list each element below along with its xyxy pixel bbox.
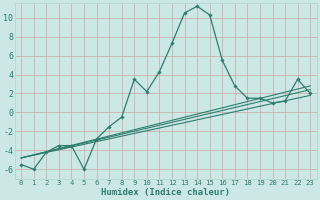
- X-axis label: Humidex (Indice chaleur): Humidex (Indice chaleur): [101, 188, 230, 197]
